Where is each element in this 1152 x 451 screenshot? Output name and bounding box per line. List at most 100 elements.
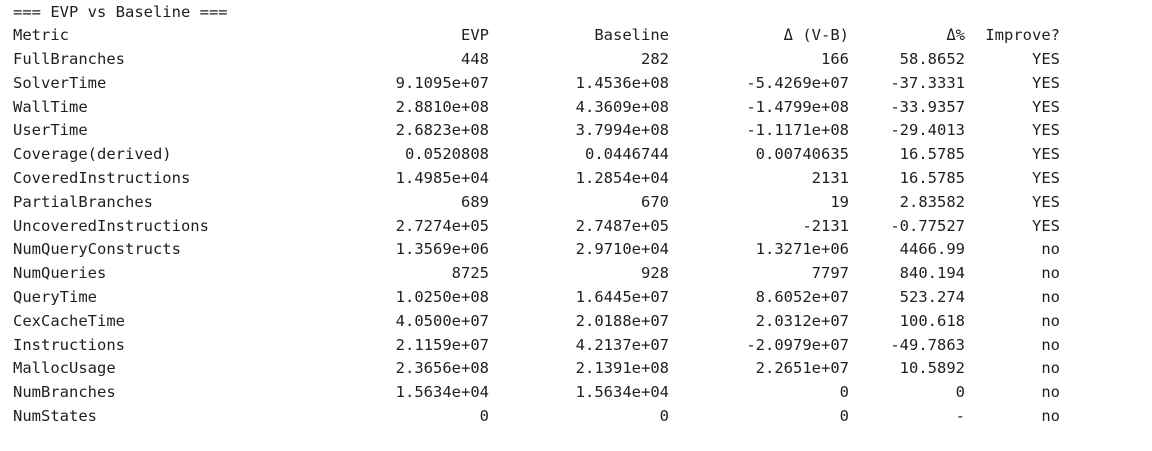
- baseline-value: 2.0188e+07: [575, 311, 669, 330]
- baseline-value: 3.7994e+08: [575, 121, 669, 140]
- metric-name: CexCacheTime: [13, 311, 125, 330]
- table-row: FullBranches 448 282 166 58.8652 YES: [13, 47, 1073, 71]
- delta-percent-value: -29.4013: [890, 121, 965, 140]
- delta-percent-value: 16.5785: [899, 145, 965, 164]
- improve-flag: no: [1041, 240, 1060, 259]
- metric-name: UserTime: [13, 121, 88, 140]
- baseline-value: 670: [641, 192, 669, 211]
- table-row: UserTime 2.6823e+08 3.7994e+08 -1.1171e+08 -…: [13, 118, 1073, 142]
- delta-value: 8.6052e+07: [755, 288, 849, 306]
- evp-value: 1.4985e+04: [395, 169, 489, 187]
- column-header-improve: Improve?: [985, 26, 1060, 44]
- table-row: MallocUsage 2.3656e+08 2.1391e+08 2.2651e+0…: [13, 356, 1073, 380]
- improve-flag: YES: [1032, 145, 1060, 164]
- delta-percent-value: 523.274: [899, 288, 965, 306]
- delta-percent-value: 58.8652: [899, 50, 965, 68]
- delta-percent-value: 4466.99: [899, 240, 965, 259]
- delta-percent-value: 2.83582: [899, 192, 965, 211]
- delta-value: 2.2651e+07: [755, 359, 849, 378]
- delta-percent-value: 10.5892: [899, 359, 965, 378]
- baseline-value: 1.5634e+04: [575, 383, 669, 402]
- column-header-evp: EVP: [461, 26, 489, 44]
- improve-flag: no: [1041, 335, 1060, 354]
- metric-name: NumStates: [13, 407, 97, 425]
- metric-name: UncoveredInstructions: [13, 216, 209, 235]
- baseline-value: 2.7487e+05: [575, 216, 669, 235]
- improve-flag: no: [1041, 383, 1060, 402]
- table-row: NumQueries 8725 928 7797 840.194 no: [13, 261, 1073, 285]
- improve-flag: YES: [1032, 216, 1060, 235]
- baseline-value: 0: [659, 407, 669, 425]
- report-title: === EVP vs Baseline ===: [13, 3, 228, 21]
- delta-value: 0.00740635: [755, 145, 849, 164]
- delta-percent-value: -37.3331: [890, 73, 965, 92]
- baseline-value: 1.6445e+07: [575, 288, 669, 306]
- metric-name: CoveredInstructions: [13, 169, 191, 187]
- table-row: NumBranches 1.5634e+04 1.5634e+04 0 0 no: [13, 380, 1073, 404]
- delta-percent-value: 100.618: [899, 311, 965, 330]
- evp-value: 1.3569e+06: [395, 240, 489, 259]
- metric-name: SolverTime: [13, 73, 107, 92]
- delta-percent-value: -49.7863: [890, 335, 965, 354]
- column-header-metric: Metric: [13, 26, 69, 44]
- improve-flag: no: [1041, 311, 1060, 330]
- table-row: CoveredInstructions 1.4985e+04 1.2854e+04 2…: [13, 166, 1073, 190]
- evp-value: 448: [461, 50, 489, 68]
- table-row: SolverTime 9.1095e+07 1.4536e+08 -5.4269e+0…: [13, 71, 1073, 95]
- baseline-value: 1.2854e+04: [575, 169, 669, 187]
- table-row: NumStates 0 0 0 - no: [13, 404, 1073, 428]
- evp-value: 2.6823e+08: [395, 121, 489, 140]
- delta-value: -2.0979e+07: [746, 335, 849, 354]
- delta-value: 1.3271e+06: [755, 240, 849, 259]
- improve-flag: no: [1041, 288, 1060, 306]
- improve-flag: no: [1041, 264, 1060, 283]
- table-row: WallTime 2.8810e+08 4.3609e+08 -1.4799e+08 -…: [13, 95, 1073, 119]
- improve-flag: no: [1041, 359, 1060, 378]
- delta-value: 2131: [811, 169, 849, 187]
- delta-value: -1.4799e+08: [746, 97, 849, 116]
- improve-flag: YES: [1032, 121, 1060, 140]
- metric-name: NumBranches: [13, 383, 116, 402]
- evp-value: 0.0520808: [405, 145, 489, 164]
- baseline-value: 0.0446744: [585, 145, 669, 164]
- evp-value: 689: [461, 192, 489, 211]
- metric-name: NumQueries: [13, 264, 107, 283]
- delta-percent-value: 16.5785: [899, 169, 965, 187]
- metric-name: FullBranches: [13, 50, 125, 68]
- improve-flag: YES: [1032, 50, 1060, 68]
- evp-value: 1.0250e+08: [395, 288, 489, 306]
- metric-name: QueryTime: [13, 288, 97, 306]
- delta-percent-value: -: [955, 407, 965, 425]
- table-header-row: Metric EVP Baseline Δ (V-B) Δ% Improve?: [13, 23, 1073, 47]
- evp-value: 2.1159e+07: [395, 335, 489, 354]
- baseline-value: 1.4536e+08: [575, 73, 669, 92]
- delta-value: -2131: [802, 216, 849, 235]
- metric-name: Coverage(derived): [13, 145, 172, 164]
- evp-value: 4.0500e+07: [395, 311, 489, 330]
- metric-name: WallTime: [13, 97, 88, 116]
- column-header-baseline: Baseline: [594, 26, 669, 44]
- table-row: UncoveredInstructions 2.7274e+05 2.7487e+0…: [13, 214, 1073, 238]
- delta-percent-value: -33.9357: [890, 97, 965, 116]
- improve-flag: YES: [1032, 192, 1060, 211]
- column-header-delta-percent: Δ%: [946, 26, 965, 44]
- improve-flag: YES: [1032, 97, 1060, 116]
- delta-value: 166: [821, 50, 849, 68]
- improve-flag: YES: [1032, 169, 1060, 187]
- improve-flag: YES: [1032, 73, 1060, 92]
- delta-value: -1.1171e+08: [746, 121, 849, 140]
- table-row: Instructions 2.1159e+07 4.2137e+07 -2.0979e…: [13, 333, 1073, 357]
- delta-value: 0: [839, 407, 849, 425]
- metric-name: Instructions: [13, 335, 125, 354]
- evp-value: 1.5634e+04: [395, 383, 489, 402]
- evp-value: 0: [479, 407, 489, 425]
- table-row: NumQueryConstructs 1.3569e+06 2.9710e+04 1.…: [13, 237, 1073, 261]
- evp-value: 9.1095e+07: [395, 73, 489, 92]
- delta-percent-value: -0.77527: [890, 216, 965, 235]
- evp-value: 2.7274e+05: [395, 216, 489, 235]
- delta-value: 19: [830, 192, 849, 211]
- delta-value: -5.4269e+07: [746, 73, 849, 92]
- metric-name: NumQueryConstructs: [13, 240, 181, 259]
- baseline-value: 2.1391e+08: [575, 359, 669, 378]
- baseline-value: 928: [641, 264, 669, 283]
